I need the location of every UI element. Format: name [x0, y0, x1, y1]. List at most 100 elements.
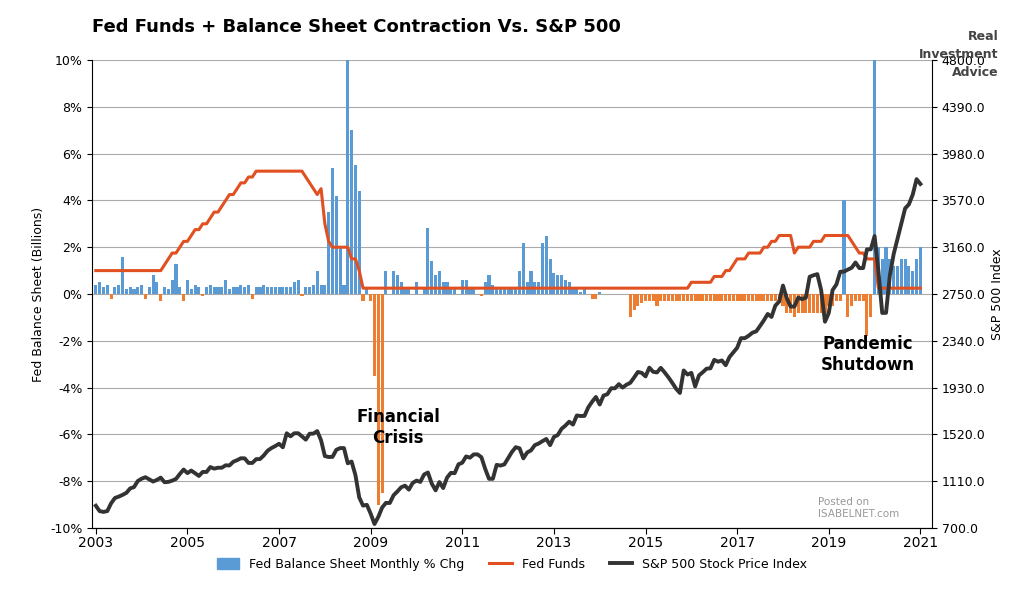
Bar [770, 294, 773, 301]
Bar [147, 287, 151, 294]
Bar [636, 294, 639, 305]
Bar [538, 283, 541, 294]
Bar [205, 287, 208, 294]
Bar [465, 280, 468, 294]
Bar [915, 259, 919, 294]
Bar [903, 259, 906, 294]
Bar [144, 294, 147, 299]
Bar [743, 294, 746, 301]
Bar [278, 287, 281, 294]
Bar [331, 167, 334, 294]
Bar [209, 284, 212, 294]
Bar [472, 287, 475, 294]
Bar [117, 284, 120, 294]
Bar [766, 294, 769, 301]
Bar [728, 294, 731, 301]
Bar [575, 287, 579, 294]
Bar [399, 283, 402, 294]
Bar [308, 287, 311, 294]
Text: Financial
Crisis: Financial Crisis [356, 408, 440, 447]
Bar [483, 283, 486, 294]
Bar [366, 287, 369, 294]
Bar [156, 283, 159, 294]
Bar [492, 284, 495, 294]
Bar [579, 292, 583, 294]
Bar [781, 294, 784, 305]
Bar [594, 294, 597, 299]
Bar [487, 275, 490, 294]
Bar [510, 287, 513, 294]
Bar [827, 294, 830, 305]
Bar [846, 294, 850, 317]
Bar [201, 294, 204, 296]
Bar [839, 294, 842, 301]
Bar [858, 294, 861, 301]
Bar [392, 271, 395, 294]
Bar [648, 294, 651, 301]
Bar [877, 247, 880, 294]
Bar [354, 165, 357, 294]
Bar [724, 294, 727, 301]
Y-axis label: Fed Balance Sheet (Billions): Fed Balance Sheet (Billions) [32, 206, 44, 382]
Bar [762, 294, 765, 301]
Bar [655, 294, 658, 305]
Bar [270, 287, 273, 294]
Bar [102, 287, 105, 294]
Bar [297, 280, 300, 294]
Bar [843, 200, 846, 294]
Bar [231, 287, 234, 294]
Bar [675, 294, 678, 301]
Bar [335, 196, 338, 294]
Bar [396, 275, 399, 294]
Bar [686, 294, 689, 301]
Bar [885, 247, 888, 294]
Bar [503, 287, 506, 294]
Bar [633, 294, 636, 310]
Bar [664, 294, 667, 301]
Bar [835, 294, 838, 301]
Bar [251, 294, 254, 299]
Bar [552, 273, 555, 294]
Bar [678, 294, 681, 301]
Bar [850, 294, 853, 305]
Bar [369, 294, 373, 301]
Bar [545, 235, 548, 294]
Bar [682, 294, 685, 301]
Bar [377, 294, 380, 505]
Bar [556, 275, 559, 294]
Bar [881, 259, 884, 294]
Bar [171, 280, 174, 294]
Bar [167, 289, 170, 294]
Bar [861, 294, 864, 301]
Bar [198, 287, 201, 294]
Bar [644, 294, 647, 301]
Bar [94, 284, 97, 294]
Bar [415, 283, 418, 294]
Bar [213, 287, 216, 294]
Bar [132, 289, 135, 294]
Bar [583, 287, 586, 294]
Bar [247, 284, 250, 294]
Bar [701, 294, 705, 301]
Text: Posted on: Posted on [818, 497, 869, 507]
Bar [831, 294, 835, 305]
Bar [693, 294, 696, 301]
Bar [304, 287, 307, 294]
Bar [751, 294, 754, 301]
Bar [748, 294, 751, 301]
Bar [717, 294, 720, 301]
Bar [564, 280, 567, 294]
Bar [911, 271, 914, 294]
Bar [373, 294, 376, 376]
Bar [426, 229, 429, 294]
Bar [671, 294, 674, 301]
Bar [140, 284, 143, 294]
Bar [823, 294, 826, 313]
Bar [300, 294, 303, 296]
Bar [258, 287, 261, 294]
Bar [900, 259, 903, 294]
Text: Fed Funds + Balance Sheet Contraction Vs. S&P 500: Fed Funds + Balance Sheet Contraction Vs… [92, 18, 621, 36]
Bar [759, 294, 762, 301]
Bar [240, 284, 243, 294]
Bar [255, 287, 258, 294]
